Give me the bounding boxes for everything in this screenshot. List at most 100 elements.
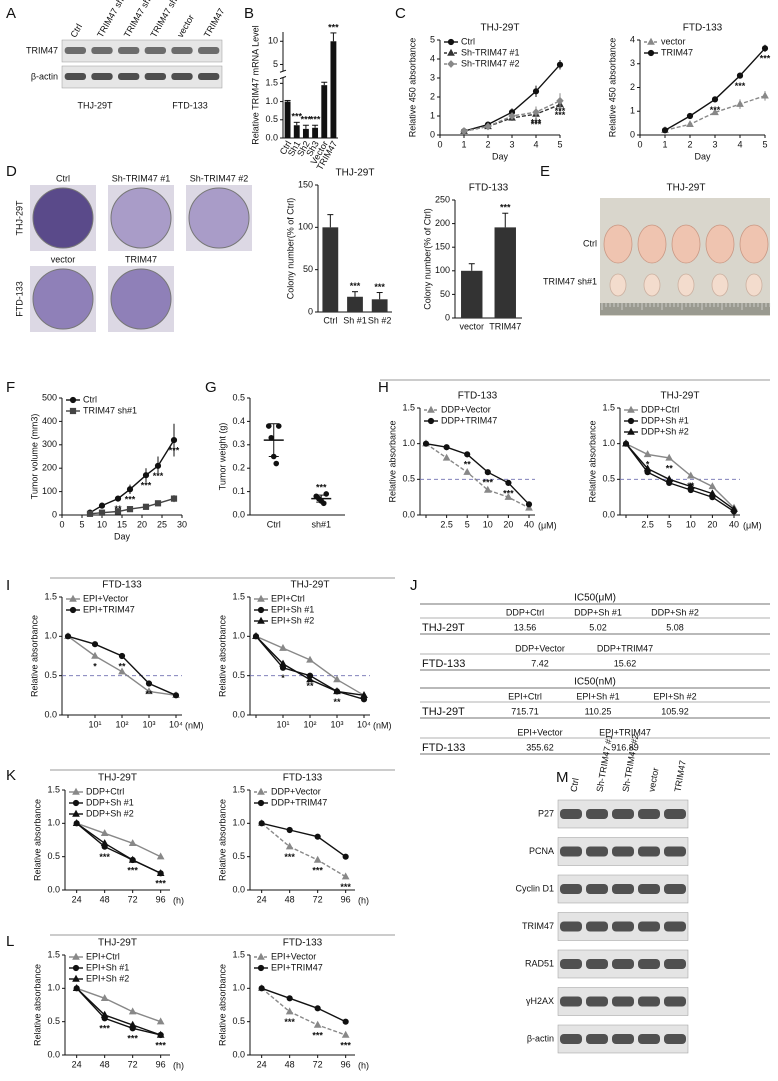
legend-label: DDP+TRIM47	[441, 415, 497, 425]
legend-label: EPI+Vector	[83, 593, 128, 603]
x-tick-label: 96	[156, 1059, 166, 1069]
x-tick-label: 96	[341, 894, 351, 904]
x-unit: (h)	[173, 895, 184, 905]
y-axis-label: Relative 450 absorbance	[607, 38, 617, 138]
bar	[293, 125, 300, 138]
panel-letter: H	[378, 379, 389, 396]
y-tick-label: 200	[42, 463, 57, 473]
marker	[341, 1030, 350, 1038]
plate	[110, 187, 172, 249]
marker	[257, 952, 265, 960]
x-tick-label: 2.5	[440, 519, 453, 529]
significance: ***	[169, 445, 180, 455]
table-cell: THJ-29T	[422, 706, 465, 718]
marker	[647, 49, 655, 57]
series-line	[76, 987, 161, 1036]
y-tick-label: 1.5	[44, 591, 57, 601]
plate	[32, 268, 94, 330]
row-label: γH2AX	[526, 996, 554, 1006]
band	[64, 73, 86, 80]
chart-title: THJ-29T	[481, 23, 520, 34]
plate-label: Sh-TRIM47 #2	[190, 173, 249, 183]
bar	[461, 270, 483, 318]
significance: ***	[284, 1017, 295, 1027]
band	[560, 1034, 582, 1044]
legend-label: DDP+Sh #2	[641, 426, 689, 436]
panel-letter: B	[244, 5, 254, 22]
y-tick-label: 0.0	[602, 509, 615, 519]
chart-title: FTD-133	[469, 183, 509, 194]
legend-label: DDP+Sh #1	[641, 415, 689, 425]
series-line	[261, 822, 347, 858]
series-line	[76, 987, 161, 1036]
y-axis-label: Tumor weight (g)	[217, 423, 227, 491]
marker	[128, 855, 137, 863]
band	[586, 959, 608, 969]
band	[560, 959, 582, 969]
series-line	[261, 822, 347, 878]
panel-letter: L	[6, 933, 14, 950]
marker	[91, 651, 99, 659]
legend-label: EPI+Sh #1	[86, 962, 129, 972]
row-label: TRIM47 sh#1	[543, 276, 597, 286]
table-cell: 7.42	[531, 658, 549, 668]
marker	[100, 994, 109, 1002]
x-tick-label: Ctrl	[323, 315, 337, 325]
y-axis-label: Relative absorbance	[32, 964, 42, 1046]
marker	[126, 486, 134, 493]
marker	[306, 675, 314, 683]
marker	[556, 96, 564, 105]
legend-label: EPI+Sh #1	[271, 604, 314, 614]
row-label: β-actin	[527, 1033, 554, 1043]
band	[586, 809, 608, 819]
y-axis-label: Relative TRIM47 mRNA Level	[250, 25, 260, 144]
marker	[114, 495, 122, 502]
x-tick-label: 2	[687, 139, 692, 149]
band	[664, 1034, 686, 1044]
x-tick-label: 0	[59, 519, 64, 529]
marker	[665, 475, 674, 483]
marker	[72, 974, 80, 982]
series-line	[625, 443, 735, 510]
x-tick-label: 0	[437, 139, 442, 149]
band	[612, 959, 634, 969]
marker	[98, 502, 106, 509]
band	[612, 921, 634, 932]
y-tick-label: 4	[630, 34, 635, 44]
y-tick-label: 250	[435, 194, 450, 204]
marker	[69, 594, 77, 602]
x-tick-label: 1	[461, 139, 466, 149]
significance: ***	[735, 81, 746, 91]
x-tick-label: vector	[459, 321, 484, 331]
bar	[284, 101, 291, 138]
band	[64, 47, 86, 54]
marker	[142, 503, 150, 510]
bar	[312, 127, 319, 138]
significance: ***	[340, 882, 351, 892]
significance: ***	[312, 865, 323, 875]
marker	[761, 45, 769, 52]
marker	[279, 659, 287, 667]
marker	[314, 1005, 321, 1012]
table-cell: 13.56	[514, 622, 537, 632]
x-tick-label: 5	[762, 139, 767, 149]
marker	[708, 482, 717, 490]
panel-letter: G	[205, 379, 217, 396]
y-axis-label: Relative absorbance	[32, 799, 42, 881]
y-tick-label: 0	[430, 129, 435, 139]
marker	[556, 61, 564, 68]
axis-break	[279, 69, 287, 73]
x-tick-label: 72	[128, 1059, 138, 1069]
marker	[72, 964, 80, 972]
band	[664, 846, 686, 857]
lane-label: vector	[646, 767, 660, 793]
legend-label: DDP+Sh #2	[86, 808, 134, 818]
marker	[69, 396, 77, 404]
y-tick-label: 0	[52, 509, 57, 519]
table-header: DDP+Sh #1	[574, 607, 622, 617]
dot	[265, 423, 272, 429]
marker	[72, 952, 80, 960]
row-label: PCNA	[529, 846, 554, 856]
band	[664, 959, 686, 969]
significance: ***	[760, 54, 771, 64]
